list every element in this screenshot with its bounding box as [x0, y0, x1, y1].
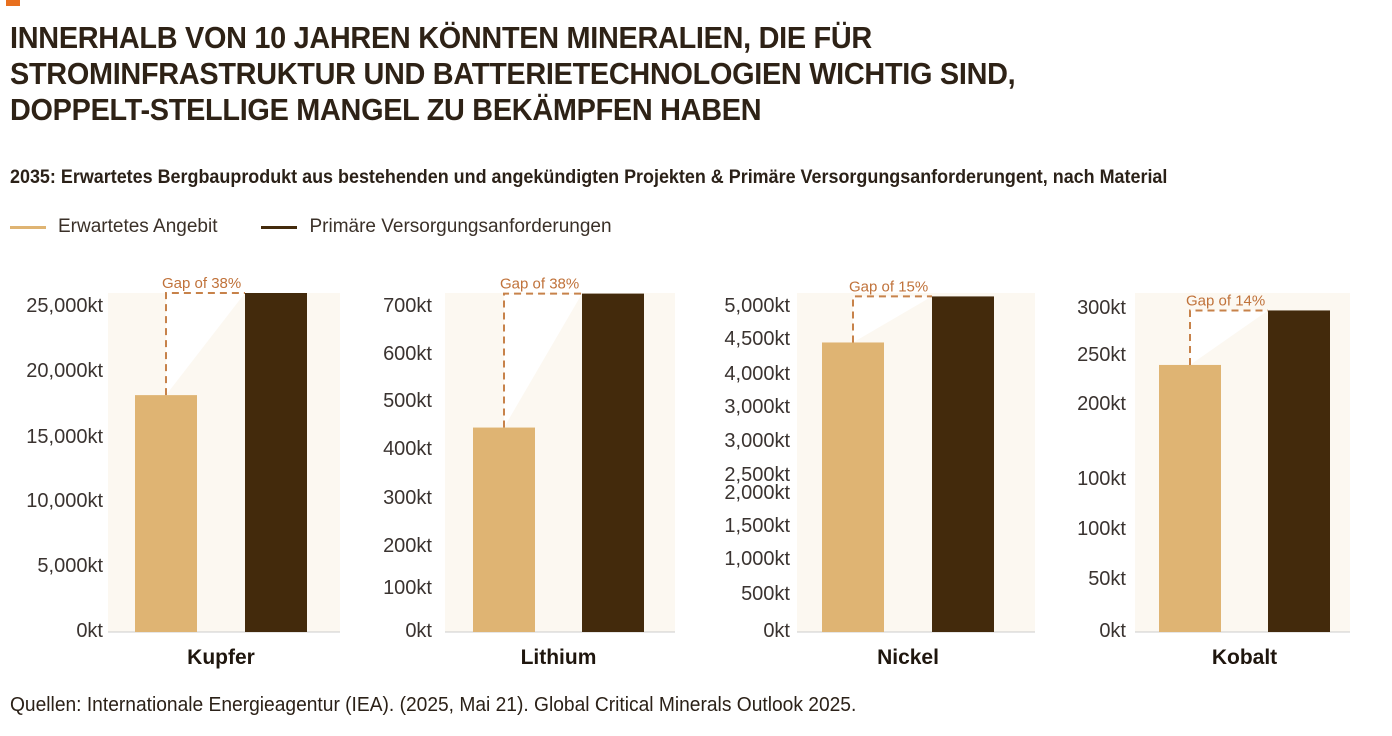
y-tick-label: 4,000kt: [724, 363, 790, 385]
y-tick-label: 500kt: [741, 583, 790, 605]
y-tick-label: 5,000kt: [37, 555, 103, 577]
y-tick-label: 1,500kt: [724, 515, 790, 537]
title-line: INNERHALB VON 10 JAHREN KÖNNTEN MINERALI…: [10, 20, 872, 55]
y-tick-label: 50kt: [1088, 568, 1126, 590]
gap-dashed-line: [1189, 309, 1268, 365]
legend: Erwartetes Angebit Primäre Versorgungsan…: [10, 216, 612, 238]
bar-demand: [582, 293, 644, 632]
y-tick-label: 300kt: [383, 487, 432, 509]
gap-annotation: Gap of 38%: [500, 276, 579, 293]
y-tick-label: 0kt: [763, 620, 790, 642]
x-category-label: Kobalt: [1212, 646, 1277, 669]
y-tick-label: 2,500kt: [724, 464, 790, 486]
bar-supply: [1159, 364, 1221, 632]
bar-supply: [135, 395, 197, 632]
bar-supply: [822, 342, 884, 632]
y-tick-label: 25,000kt: [26, 295, 103, 317]
title-line: DOPPELT-STELLIGE MANGEL ZU BEKÄMPFEN HAB…: [10, 92, 762, 127]
y-tick-label: 20,000kt: [26, 360, 103, 382]
legend-swatch: [261, 225, 298, 229]
y-tick-label: 3,000kt: [724, 430, 790, 452]
legend-item-demand: Primäre Versorgungsanforderungen: [261, 216, 612, 238]
y-tick-label: 600kt: [383, 343, 432, 365]
gap-annotation: Gap of 15%: [849, 278, 928, 295]
y-tick-label: 200kt: [383, 535, 432, 557]
y-tick-label: 300kt: [1077, 297, 1126, 319]
x-category-label: Nickel: [877, 646, 939, 669]
y-tick-label: 15,000kt: [26, 426, 103, 448]
y-tick-label: 3,000kt: [724, 396, 790, 418]
legend-item-supply: Erwartetes Angebit: [10, 216, 217, 238]
page-title: INNERHALB VON 10 JAHREN KÖNNTEN MINERALI…: [10, 20, 1016, 128]
gap-wedge: [853, 296, 932, 343]
y-tick-label: 1,000kt: [724, 548, 790, 570]
y-tick-label: 5,000kt: [724, 295, 790, 317]
bar-demand: [932, 296, 994, 632]
y-tick-label: 0kt: [405, 620, 432, 642]
y-tick-label: 10,000kt: [26, 490, 103, 512]
y-tick-label: 200kt: [1077, 393, 1126, 415]
gap-dashed-line: [852, 295, 932, 343]
gap-dashed-line: [503, 292, 582, 428]
y-tick-label: 4,500kt: [724, 328, 790, 350]
bar-supply: [473, 427, 535, 632]
source-note: Quellen: Internationale Energieagentur (…: [10, 694, 857, 716]
title-line: STROMINFRASTRUKTUR UND BATTERIETECHNOLOG…: [10, 56, 1016, 91]
y-tick-label: 0kt: [1099, 620, 1126, 642]
y-tick-label: 100kt: [1077, 468, 1126, 490]
x-category-label: Lithium: [521, 646, 597, 669]
gap-dashed-line: [165, 292, 245, 396]
subtitle: 2035: Erwartetes Bergbauprodukt aus best…: [10, 166, 1168, 188]
gap-wedge: [504, 293, 582, 428]
bar-demand: [1268, 310, 1330, 632]
y-tick-label: 100kt: [1077, 518, 1126, 540]
y-tick-label: 250kt: [1077, 344, 1126, 366]
legend-label: Erwartetes Angebit: [58, 216, 218, 237]
gap-annotation: Gap of 38%: [162, 275, 241, 292]
gap-annotation: Gap of 14%: [1186, 292, 1265, 309]
y-tick-label: 100kt: [383, 577, 432, 599]
x-category-label: Kupfer: [187, 646, 255, 669]
y-tick-label: 0kt: [76, 620, 103, 642]
bar-demand: [245, 293, 307, 632]
gap-wedge: [166, 293, 245, 396]
gap-wedge: [1190, 310, 1268, 365]
legend-swatch: [10, 225, 46, 229]
y-tick-label: 500kt: [383, 390, 432, 412]
y-tick-label: 2,000kt: [724, 482, 790, 504]
legend-label: Primäre Versorgungsanforderungen: [309, 216, 612, 237]
y-tick-label: 700kt: [383, 295, 432, 317]
y-tick-label: 400kt: [383, 438, 432, 460]
accent-mark: [6, 0, 20, 6]
